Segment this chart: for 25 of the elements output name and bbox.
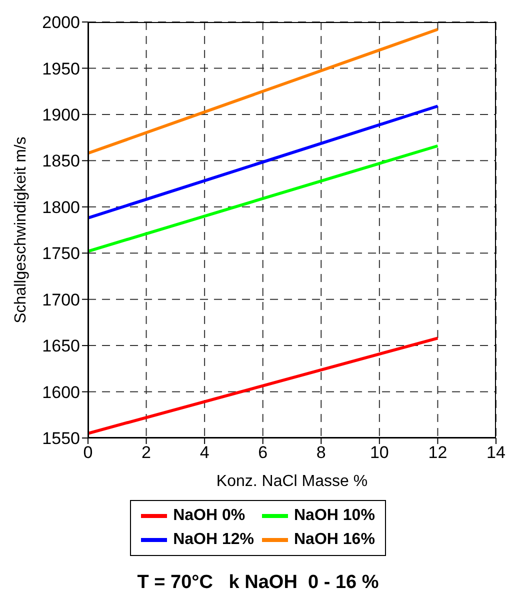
y-tick-label: 1550 [42, 429, 80, 448]
x-tick-label: 14 [486, 443, 506, 462]
y-tick-label: 1800 [42, 198, 80, 217]
x-tick-label: 0 [83, 443, 93, 462]
x-tick-label: 4 [200, 443, 210, 462]
legend-label: NaOH 10% [294, 507, 375, 525]
y-tick-label: 1700 [42, 290, 80, 310]
x-tick-label: 8 [316, 443, 326, 462]
legend-label: NaOH 0% [173, 507, 246, 525]
legend-label: NaOH 16% [294, 531, 375, 549]
y-tick-label: 1950 [42, 59, 80, 78]
y-axis-title: Schallgeschwindigkeit m/s [12, 136, 30, 324]
x-tick-label: 2 [142, 443, 152, 462]
text: T = 70°C k NaOH 0 - 16 % [136, 572, 380, 594]
x-tick-label: 12 [428, 443, 448, 462]
y-tick-label: 1900 [42, 105, 80, 124]
y-tick-label: 1850 [42, 152, 80, 171]
x-tick-label: 6 [258, 443, 268, 462]
y-tick-label: 1750 [42, 244, 80, 264]
legend-label: NaOH 12% [173, 531, 254, 549]
x-tick-label: 10 [370, 443, 389, 462]
y-tick-label: 1600 [42, 382, 80, 402]
y-tick-label: 1650 [42, 336, 80, 356]
y-tick-label: 2000 [42, 13, 80, 32]
x-axis-title: Konz. NaCl Masse % [216, 473, 368, 490]
